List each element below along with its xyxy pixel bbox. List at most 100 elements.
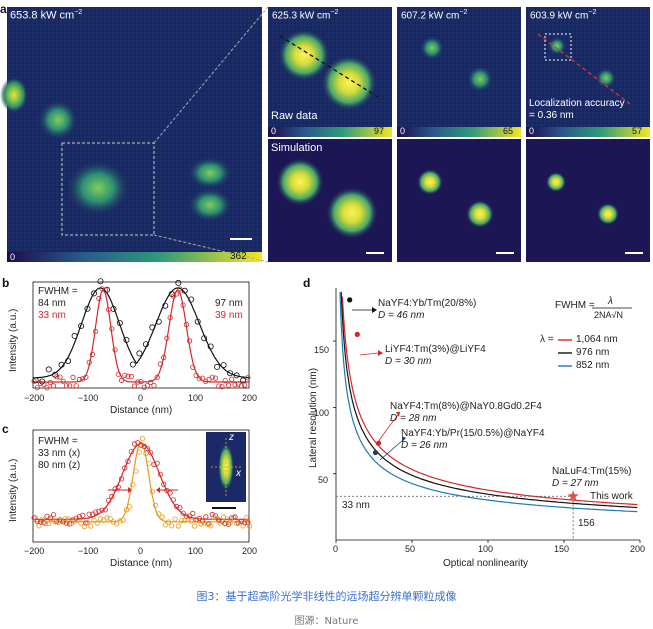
c-red-point [154, 460, 160, 466]
sub3-cbar-max: 57 [632, 126, 643, 136]
c-orange-point [62, 516, 68, 522]
c-red-point [128, 449, 134, 455]
b-red-point [219, 384, 225, 390]
d-xtick-4: 200 [630, 544, 646, 554]
d-ytick-150: 150 [314, 345, 330, 355]
c-orange-point [169, 523, 175, 529]
formula-num: λ [608, 296, 613, 307]
b-red-point [216, 383, 222, 389]
figure-caption: 图3：基于超高阶光学非线性的远场超分辨单颗粒成像 [196, 590, 457, 603]
c-orange-point [188, 518, 194, 524]
c-red-point [187, 513, 193, 519]
c-orange-point [156, 511, 162, 517]
d-point-1 [347, 297, 353, 303]
c-red-point [80, 512, 86, 519]
c-red-point [76, 514, 83, 520]
c-orange-point [140, 436, 146, 442]
b-red-point [57, 374, 63, 380]
panel-label-a: a [0, 2, 7, 16]
panel-b-ylabel: Intensity (a.u.) [8, 308, 19, 372]
c-orange-point [97, 516, 104, 522]
b-red-point [200, 375, 206, 381]
b-red-point [138, 378, 144, 385]
b-red-point [115, 371, 121, 377]
c-orange-point [153, 502, 159, 509]
b-black-point [201, 335, 208, 342]
b-black-point [214, 363, 221, 370]
b-black-point [58, 361, 65, 368]
formula-left: FWHM = [555, 300, 595, 311]
b-red-point [67, 383, 73, 389]
c-red-point [115, 484, 121, 490]
b-red-point [73, 383, 79, 389]
b-black-point [220, 362, 227, 369]
sim-image-3 [526, 139, 650, 262]
legend-1064: 1,064 nm [576, 334, 618, 345]
this-work-label: This work [590, 491, 633, 502]
main-cbar-max: 362 [230, 251, 247, 262]
c-red-point [37, 519, 44, 525]
c-red-point [157, 471, 163, 477]
b-xtick-4: 200 [242, 393, 258, 403]
c-orange-point [175, 523, 181, 529]
b-black-point [181, 287, 188, 294]
c-red-point [34, 518, 40, 524]
c-xtick-3: 100 [188, 546, 204, 556]
c-red-point [148, 450, 154, 456]
this-work-star [567, 490, 579, 502]
b-black-point [155, 318, 162, 325]
c-xtick-0: −200 [24, 546, 45, 556]
b-red-point [180, 302, 186, 308]
sub3-cbar-min: 0 [529, 126, 535, 136]
c-orange-point [117, 518, 123, 524]
b-red-point [212, 375, 219, 381]
c-red-point [216, 517, 222, 523]
legend-852: 852 nm [576, 360, 610, 371]
sub2-cbar-min: 0 [400, 126, 406, 136]
c-red-point [50, 512, 57, 518]
b-black-point [129, 361, 136, 368]
b-red-point [196, 376, 202, 382]
raw-data-label: Raw data [271, 110, 318, 122]
b-red-point [151, 383, 157, 389]
raw-image-2 [397, 7, 521, 137]
c-orange-point [107, 516, 113, 522]
b-red-point [86, 359, 92, 365]
b-black-point [136, 350, 143, 357]
c-red-point [131, 441, 138, 447]
panel-a-images [0, 6, 650, 263]
c-red-point [93, 509, 99, 515]
d-ytick-100: 100 [314, 408, 330, 418]
b-xtick-3: 100 [188, 393, 204, 403]
b-red-point [102, 287, 109, 293]
b-red-point [41, 381, 47, 387]
b-black-point [123, 336, 130, 343]
c-red-point [31, 515, 37, 521]
b-red-point [44, 385, 50, 391]
b-red-point [183, 321, 189, 328]
b-red-point [157, 361, 163, 367]
b-red-point [70, 374, 76, 381]
b-red-point [47, 380, 53, 386]
c-red-point [200, 518, 206, 524]
b-red-point [174, 291, 180, 297]
c-orange-point [127, 504, 133, 510]
c-red-point [96, 508, 102, 514]
panel-label-b: b [2, 276, 10, 290]
c-orange-point [146, 460, 152, 466]
c-orange-point [91, 517, 97, 524]
c-red-point [102, 507, 109, 513]
b-black-point [149, 324, 156, 331]
c-red-point [196, 515, 202, 522]
b-black-point [45, 366, 52, 373]
b-red-point [193, 372, 199, 378]
b-red-point [96, 295, 102, 302]
c-orange-point [227, 520, 233, 526]
sub1-cbar-min: 0 [271, 126, 277, 136]
b-red-point [128, 373, 134, 380]
b-black-point [142, 341, 149, 348]
b-red-point [131, 383, 138, 389]
d-xtick-3: 150 [554, 544, 570, 554]
b-red-point [106, 307, 112, 313]
b-black-point [233, 372, 240, 379]
